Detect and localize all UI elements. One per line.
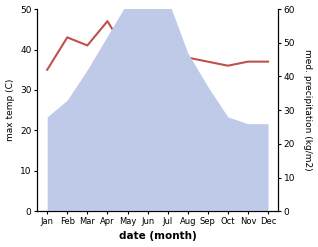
Y-axis label: med. precipitation (kg/m2): med. precipitation (kg/m2) — [303, 49, 313, 171]
X-axis label: date (month): date (month) — [119, 231, 197, 242]
Y-axis label: max temp (C): max temp (C) — [5, 79, 15, 141]
